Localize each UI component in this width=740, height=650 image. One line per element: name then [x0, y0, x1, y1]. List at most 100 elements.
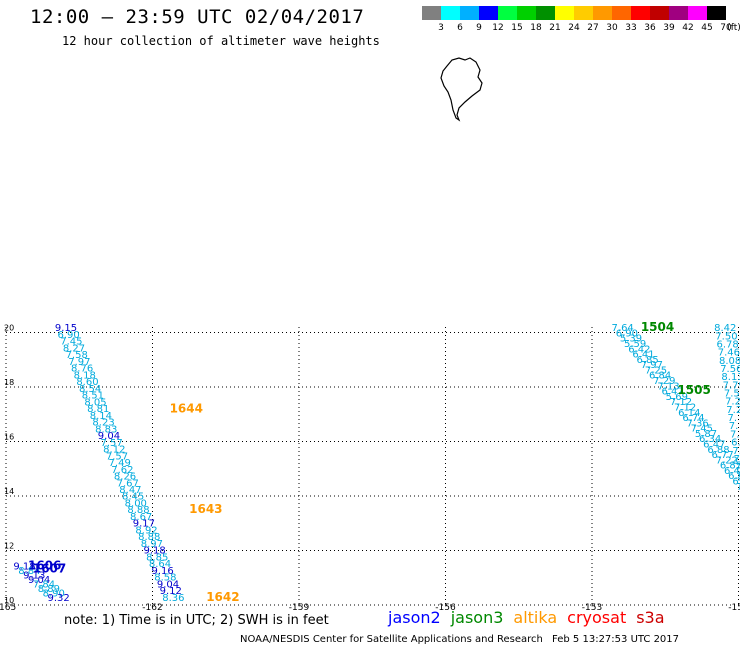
wave-height-label: 7.58: [66, 350, 88, 361]
wave-height-label: 9.13: [23, 571, 45, 582]
wave-height-label: 8.90: [43, 588, 65, 599]
satellite-cryosat: cryosat: [567, 608, 627, 627]
wave-height-label: 7.: [730, 429, 740, 440]
wave-height-label: 8.18: [74, 370, 96, 381]
axis-tick-labels: -165 -162 -159 -156 -153 -150 20 18 16 14 12 10: [0, 324, 740, 614]
lon-tick-label: -165: [0, 603, 16, 613]
wave-height-label: 7.57: [100, 438, 122, 449]
legend-label: 21: [549, 23, 561, 33]
legend-swatch: [650, 6, 669, 20]
wave-height-label: 8.64: [149, 559, 171, 570]
wave-height-label: 7.57: [106, 451, 128, 462]
wave-height-label: 7.: [728, 413, 738, 424]
timestamp: Feb 5 13:27:53 UTC 2017: [552, 634, 680, 645]
wave-height-label: 6.90: [616, 328, 638, 339]
wave-height-label: 7.50: [724, 389, 740, 400]
wave-height-label: 6.77: [711, 450, 733, 461]
lat-tick-label: 12: [4, 542, 14, 551]
legend-label: 3: [438, 23, 444, 33]
legend-swatch: [574, 6, 593, 20]
lon-tick-label: -156: [435, 603, 456, 613]
legend-swatch: [517, 6, 536, 20]
wave-height-label: 9.17: [133, 519, 155, 530]
pass-number-label: 1644: [170, 402, 203, 416]
legend-label: 24: [568, 23, 580, 33]
wave-height-label: 8.12: [103, 445, 125, 456]
legend-swatch: [441, 6, 460, 20]
legend-label: 36: [644, 23, 656, 33]
legend-label: 42: [682, 23, 694, 33]
legend-label: 33: [625, 23, 637, 33]
satellite-legend: jason2 jason3 altika cryosat s3a: [388, 608, 675, 627]
wave-height-label: 5.59: [624, 339, 646, 350]
wave-height-label: 6.85: [720, 461, 740, 472]
wave-height-label: 9.32: [48, 593, 70, 604]
wave-height-label: 8.23: [92, 418, 114, 429]
wave-height-label: 9.04: [157, 579, 179, 590]
legend-swatch: [631, 6, 650, 20]
wave-height-label: 6.34: [699, 434, 721, 445]
wave-height-color-legend: 3 6 9 12 15 18 21 24 27 30 33 36 39 42 45 70 (ft): [422, 6, 740, 36]
wave-height-label: 6.47: [662, 387, 684, 398]
legend-swatch: [460, 6, 479, 20]
wave-height-label: 7.: [729, 421, 739, 432]
wave-height-label: 9.04: [98, 431, 120, 442]
wave-height-label: 7.: [736, 470, 740, 481]
wave-height-label: 6.72: [732, 477, 740, 488]
legend-swatch: [422, 6, 441, 20]
units-note: note: 1) Time is in UTC; 2) SWH is in fe…: [64, 613, 329, 628]
wave-height-label: 7.36: [687, 418, 709, 429]
wave-height-label: 7.04: [736, 482, 740, 493]
wave-height-label: 8.83: [95, 424, 117, 435]
wave-height-label: 6.85: [637, 355, 659, 366]
wave-height-label: 7.45: [691, 424, 713, 435]
legend-swatch: [555, 6, 574, 20]
wave-height-label: 7.12: [674, 402, 696, 413]
wave-height-label: 8.58: [154, 573, 176, 584]
wave-height-label: 6.74: [682, 413, 704, 424]
legend-label: 27: [587, 23, 599, 33]
wave-height-label: 6.47: [703, 440, 725, 451]
wave-height-label: 5.69: [666, 392, 688, 403]
altimeter-tracks: 9.156.907.458.277.587.978.768.188.608.54…: [13, 323, 740, 604]
wave-height-label: 8.42: [714, 323, 736, 334]
legend-swatch: [688, 6, 707, 20]
wave-height-label: 8.54: [79, 384, 101, 395]
satellite-s3a: s3a: [636, 608, 665, 627]
wave-height-label: 7.84: [33, 579, 55, 590]
legend-label: 45: [701, 23, 713, 33]
map-title: 12:00 – 23:59 UTC 02/04/2017: [30, 6, 365, 28]
credit-line: NOAA/NESDIS Center for Satellite Applica…: [240, 634, 685, 645]
legend-label: 9: [476, 23, 482, 33]
lon-tick-label: -159: [289, 603, 310, 613]
wave-height-label: 7.: [737, 478, 740, 489]
wave-height-label: 8.05: [84, 397, 106, 408]
wave-height-label: 7.: [739, 487, 740, 498]
wave-height-label: 8.92: [135, 525, 157, 536]
pass-number-label: 1642: [206, 590, 239, 604]
wave-height-label: 6.42: [628, 344, 650, 355]
wave-height-label: 8.36: [162, 593, 184, 604]
wave-height-label: 8.81: [87, 404, 109, 415]
lat-tick-label: 16: [4, 433, 14, 442]
pass-number-label: 1504: [641, 320, 674, 334]
wave-height-label: 6.49: [724, 466, 740, 477]
satellite-jason2: jason2: [388, 608, 441, 627]
wave-height-label: 7.56: [720, 364, 740, 375]
wave-height-label: 5.39: [620, 334, 642, 345]
pass-number-label: 1606: [28, 559, 61, 573]
wave-height-label: 8.00: [125, 498, 147, 509]
wave-height-label: 8.08: [719, 356, 740, 367]
legend-swatch: [669, 6, 688, 20]
legend-swatch: [612, 6, 631, 20]
credit-text: NOAA/NESDIS Center for Satellite Applica…: [240, 634, 543, 645]
wave-height-label: 8.26: [114, 472, 136, 483]
wave-height-label: 6.14: [678, 408, 700, 419]
satellite-jason3: jason3: [450, 608, 504, 627]
wave-height-label: 7.: [734, 454, 740, 465]
lon-tick-label: -162: [142, 603, 162, 613]
wave-height-label: 9.12: [160, 586, 182, 597]
wave-height-label: 7.97: [68, 357, 90, 368]
wave-height-label: 7.67: [117, 478, 139, 489]
lat-tick-label: 18: [4, 378, 14, 387]
